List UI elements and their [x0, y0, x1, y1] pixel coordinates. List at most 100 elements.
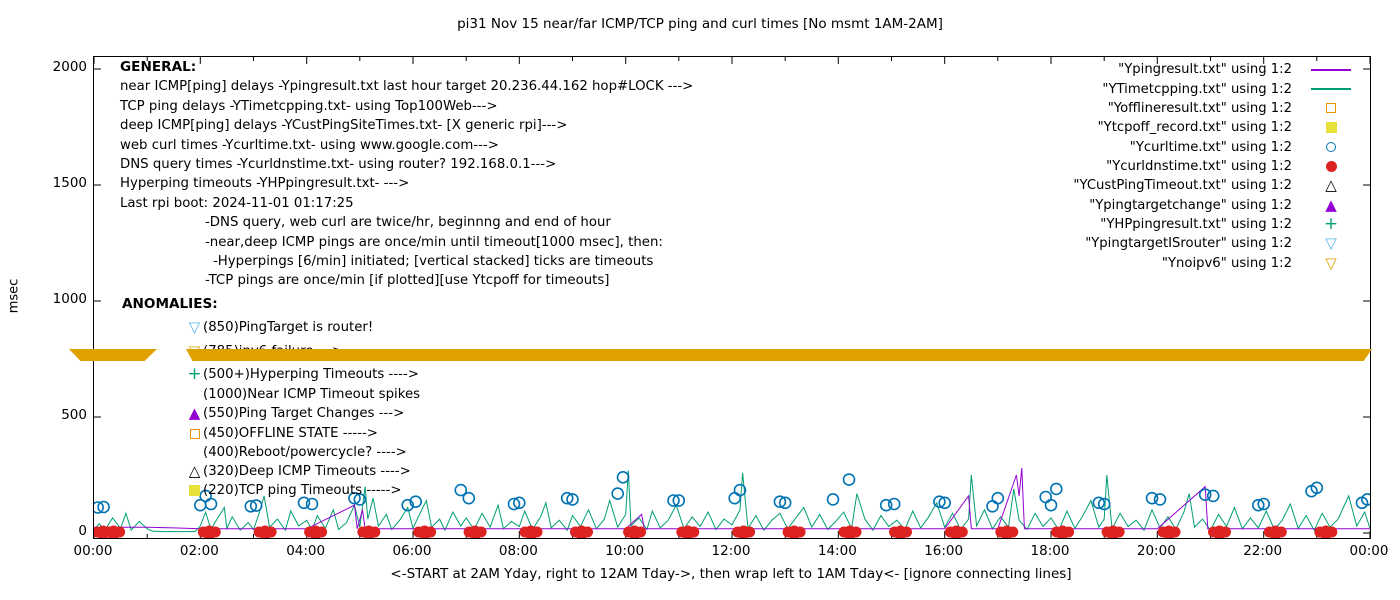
noipv6-band [186, 349, 1372, 361]
general-line: GENERAL: [120, 59, 197, 75]
legend-key: ▽ [1292, 255, 1370, 272]
y-axis-tick-label: 2000 [52, 59, 87, 75]
anomaly-text: (220)TCP ping Timeouts -----> [203, 483, 402, 498]
x-axis-tick-label: 22:00 [1243, 543, 1283, 559]
line-sample-icon [1311, 88, 1351, 91]
legend-key [1292, 100, 1370, 117]
legend-key: + [1292, 215, 1370, 233]
open-circle-icon [1323, 139, 1340, 156]
x-axis-tick-label: 00:00 [73, 543, 113, 559]
x-axis-tick-label: 06:00 [392, 543, 432, 559]
legend-label: "Ypingresult.txt" using 1:2 [1118, 62, 1292, 78]
x-axis-tick-label: 02:00 [179, 543, 219, 559]
triangle-down-open-icon: ▽ [1325, 253, 1337, 272]
anomalies-heading: ANOMALIES: [122, 296, 218, 312]
 [1325, 122, 1337, 134]
legend-key: △ [1292, 177, 1370, 194]
anomaly-item: (1000)Near ICMP Timeout spikes [186, 385, 420, 404]
anomaly-item: ▲ (550)Ping Target Changes ---> [186, 404, 405, 423]
legend-key [1292, 139, 1370, 156]
general-line: web curl times -Ycurltime.txt- using www… [120, 137, 499, 153]
general-line: DNS query times -Ycurldnstime.txt- using… [120, 157, 557, 173]
anomaly-item: (450)OFFLINE STATE -----> [186, 424, 378, 443]
chart-title: pi31 Nov 15 near/far ICMP/TCP ping and c… [457, 16, 943, 32]
plus-icon: + [187, 364, 202, 384]
legend-item: "Ycurltime.txt" using 1:2 [880, 137, 1370, 156]
legend-label: "YpingtargetISrouter" using 1:2 [1085, 236, 1292, 252]
legend-label: "Ycurltime.txt" using 1:2 [1129, 139, 1292, 155]
general-line: -Hyperpings [6/min] initiated; [vertical… [213, 254, 654, 270]
triangle-up-filled-icon: ▲ [1325, 195, 1337, 214]
anomaly-text: (450)OFFLINE STATE -----> [203, 426, 378, 441]
y-axis-tick-label: 0 [78, 523, 87, 539]
legend-label: "YCustPingTimeout.txt" using 1:2 [1073, 178, 1292, 194]
legend: "Ypingresult.txt" using 1:2 "YTimetcpping… [880, 60, 1370, 273]
x-axis-tick-label: 04:00 [286, 543, 326, 559]
legend-item: "YHPpingresult.txt" using 1:2 + [880, 215, 1370, 234]
legend-label: "Ypingtargetchange" using 1:2 [1089, 197, 1292, 213]
x-axis-tick-label: 16:00 [924, 543, 964, 559]
open-square-icon [186, 425, 203, 442]
x-axis-tick-label: 18:00 [1030, 543, 1070, 559]
general-line: Hyperping timeouts -YHPpingresult.txt- -… [120, 176, 410, 192]
anomaly-item: (400)Reboot/powercycle? ----> [186, 443, 407, 462]
marker-spacer [186, 444, 203, 461]
y-axis-tick-label: 500 [61, 407, 87, 423]
triangle-up-open-icon: △ [1325, 176, 1337, 195]
anomaly-item: ▽ (850)PingTarget is router! [186, 318, 373, 337]
general-line: -DNS query, web curl are twice/hr, begin… [205, 215, 611, 231]
noipv6-band-segment [69, 349, 157, 361]
x-axis-tick-label: 10:00 [605, 543, 645, 559]
legend-item: "YCustPingTimeout.txt" using 1:2 △ [880, 176, 1370, 195]
legend-key [1292, 119, 1370, 136]
anomaly-text: (400)Reboot/powercycle? ----> [203, 445, 407, 460]
x-axis-tick-label: 20:00 [1136, 543, 1176, 559]
legend-key [1292, 88, 1370, 91]
legend-label: "Ynoipv6" using 1:2 [1161, 255, 1292, 271]
x-axis-tick-label: 12:00 [711, 543, 751, 559]
general-line: deep ICMP[ping] delays -YCustPingSiteTim… [120, 118, 568, 134]
triangle-up-open-icon: △ [188, 462, 201, 480]
y-axis-tick-label: 1500 [52, 175, 87, 191]
anomaly-text: (500+)Hyperping Timeouts ----> [203, 367, 419, 382]
anomalies-list: ▽(850)PingTarget is router!▽(785)ipv6 fa… [186, 300, 606, 500]
triangle-down-open-icon: ▽ [188, 318, 201, 336]
filled-square-icon [186, 482, 203, 499]
legend-item: "Ypingresult.txt" using 1:2 [880, 60, 1370, 79]
legend-item: "YpingtargetISrouter" using 1:2 ▽ [880, 234, 1370, 253]
general-line: -near,deep ICMP pings are once/min until… [205, 234, 663, 250]
x-axis-note: <-START at 2AM Yday, right to 12AM Tday-… [390, 566, 1072, 582]
legend-item: "Ypingtargetchange" using 1:2 ▲ [880, 195, 1370, 214]
open-square-icon [1323, 100, 1340, 117]
general-line: -TCP pings are once/min [if plotted][use… [205, 273, 610, 289]
general-line: Last rpi boot: 2024-11-01 01:17:25 [120, 195, 354, 211]
anomaly-text: (1000)Near ICMP Timeout spikes [203, 387, 421, 402]
general-line: near ICMP[ping] delays -Ypingresult.txt … [120, 79, 694, 95]
legend-key [1292, 68, 1370, 71]
triangle-down-open-icon: ▽ [1325, 234, 1337, 253]
filled-circle-icon [1323, 158, 1340, 175]
y-axis-title: msec [6, 278, 22, 314]
 [1326, 142, 1336, 153]
 [1326, 103, 1336, 114]
x-axis-tick-label: 00:00 [1349, 543, 1389, 559]
plot-area [93, 56, 1371, 539]
y-axis-tick-label: 1000 [52, 291, 87, 307]
anomaly-text: (850)PingTarget is router! [203, 320, 374, 335]
triangle-up-filled-icon: ▲ [188, 404, 201, 422]
legend-key: ▲ [1292, 197, 1370, 214]
anomaly-text: (550)Ping Target Changes ---> [203, 406, 405, 421]
legend-item: "YTimetcpping.txt" using 1:2 [880, 79, 1370, 98]
marker-spacer [186, 386, 203, 403]
anomaly-item: △ (320)Deep ICMP Timeouts ----> [186, 462, 411, 481]
legend-label: "Ycurldnstime.txt" using 1:2 [1106, 158, 1292, 174]
 [1325, 160, 1337, 172]
line-sample-icon [1311, 68, 1351, 71]
legend-label: "YTimetcpping.txt" using 1:2 [1102, 81, 1292, 97]
legend-item: "Ytcpoff_record.txt" using 1:2 [880, 118, 1370, 137]
legend-item: "Yofflineresult.txt" using 1:2 [880, 99, 1370, 118]
legend-item: "Ycurldnstime.txt" using 1:2 [880, 157, 1370, 176]
legend-label: "Ytcpoff_record.txt" using 1:2 [1097, 120, 1292, 136]
anomaly-text: (320)Deep ICMP Timeouts ----> [203, 464, 411, 479]
